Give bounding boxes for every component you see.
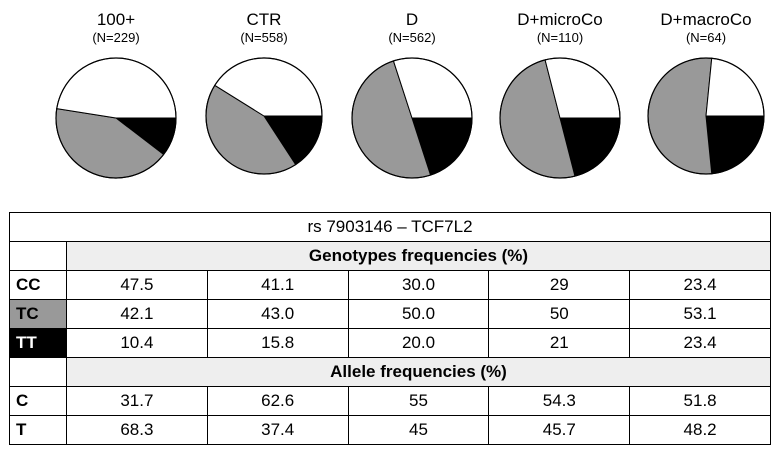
pie-slice-tc (647, 57, 713, 175)
cell: 23.4 (629, 270, 771, 300)
pie-title: D (405, 10, 419, 29)
frequency-table: rs 7903146 – TCF7L2 Genotypes frequencie… (9, 212, 771, 445)
pie-chart-3: D+microCo (N=110) (490, 0, 630, 180)
pie-slice-cc (705, 57, 765, 117)
cell: 30.0 (347, 270, 490, 300)
pie-chart-2: D (N=562) (342, 0, 482, 180)
row-label-t: T (9, 415, 67, 445)
cell: 50 (488, 299, 631, 329)
cell: 50.0 (347, 299, 490, 329)
cell: 37.4 (206, 415, 349, 445)
cell: 21 (488, 328, 631, 358)
cell: 51.8 (629, 386, 771, 416)
cell: 10.4 (66, 328, 208, 358)
cell: 48.2 (629, 415, 771, 445)
pie-svg (205, 57, 323, 175)
cell: 54.3 (488, 386, 631, 416)
pie-outline (55, 57, 177, 179)
row-label-cc: CC (9, 270, 67, 300)
blank-cell (9, 241, 67, 271)
pie-title: D+microCo (517, 10, 603, 29)
pie-chart-0: 100+ (N=229) (46, 0, 186, 180)
pie-outline (499, 57, 621, 179)
pie-outline (205, 57, 323, 175)
table-row: CC 47.5 41.1 30.0 29 23.4 (9, 270, 771, 300)
pie-title: 100+ (96, 10, 136, 29)
pie-sample-size: (N=110) (536, 30, 584, 45)
table-row: TT 10.4 15.8 20.0 21 23.4 (9, 328, 771, 358)
cell: 45.7 (488, 415, 631, 445)
pie-outline (647, 57, 765, 175)
cell: 53.1 (629, 299, 771, 329)
row-label-tt: TT (9, 328, 67, 358)
pie-sample-size: (N=558) (240, 30, 288, 45)
pie-sample-size: (N=229) (92, 30, 140, 45)
cell: 23.4 (629, 328, 771, 358)
cell: 55 (347, 386, 490, 416)
allele-header-row: Allele frequencies (%) (9, 357, 771, 387)
cell: 42.1 (66, 299, 208, 329)
row-label-c: C (9, 386, 67, 416)
cell: 31.7 (66, 386, 208, 416)
cell: 45 (347, 415, 490, 445)
pie-slice-tt (705, 115, 765, 175)
cell: 43.0 (206, 299, 349, 329)
table-row: T 68.3 37.4 45 45.7 48.2 (9, 415, 771, 445)
pie-sample-size: (N=562) (388, 30, 436, 45)
pie-outline (351, 57, 473, 179)
cell: 62.6 (206, 386, 349, 416)
pie-sample-size: (N=64) (685, 30, 727, 45)
table-title-row: rs 7903146 – TCF7L2 (9, 212, 771, 242)
allele-header: Allele frequencies (%) (66, 357, 771, 387)
pie-svg (647, 57, 765, 175)
pie-svg (499, 57, 621, 179)
pie-slice-cc (56, 57, 177, 119)
pie-title: D+macroCo (660, 10, 752, 29)
table-title: rs 7903146 – TCF7L2 (9, 212, 771, 242)
cell: 20.0 (347, 328, 490, 358)
pie-chart-4: D+macroCo (N=64) (636, 0, 776, 176)
cell: 41.1 (206, 270, 349, 300)
pie-svg (351, 57, 473, 179)
table-row: C 31.7 62.6 55 54.3 51.8 (9, 386, 771, 416)
table-row: TC 42.1 43.0 50.0 50 53.1 (9, 299, 771, 329)
cell: 29 (488, 270, 631, 300)
cell: 15.8 (206, 328, 349, 358)
genotypes-header-row: Genotypes frequencies (%) (9, 241, 771, 271)
row-label-tc: TC (9, 299, 67, 329)
blank-cell (9, 357, 67, 387)
pie-chart-1: CTR (N=558) (194, 0, 334, 176)
pie-title: CTR (246, 10, 282, 29)
genotypes-header: Genotypes frequencies (%) (66, 241, 771, 271)
cell: 47.5 (66, 270, 208, 300)
pie-svg (55, 57, 177, 179)
cell: 68.3 (66, 415, 208, 445)
